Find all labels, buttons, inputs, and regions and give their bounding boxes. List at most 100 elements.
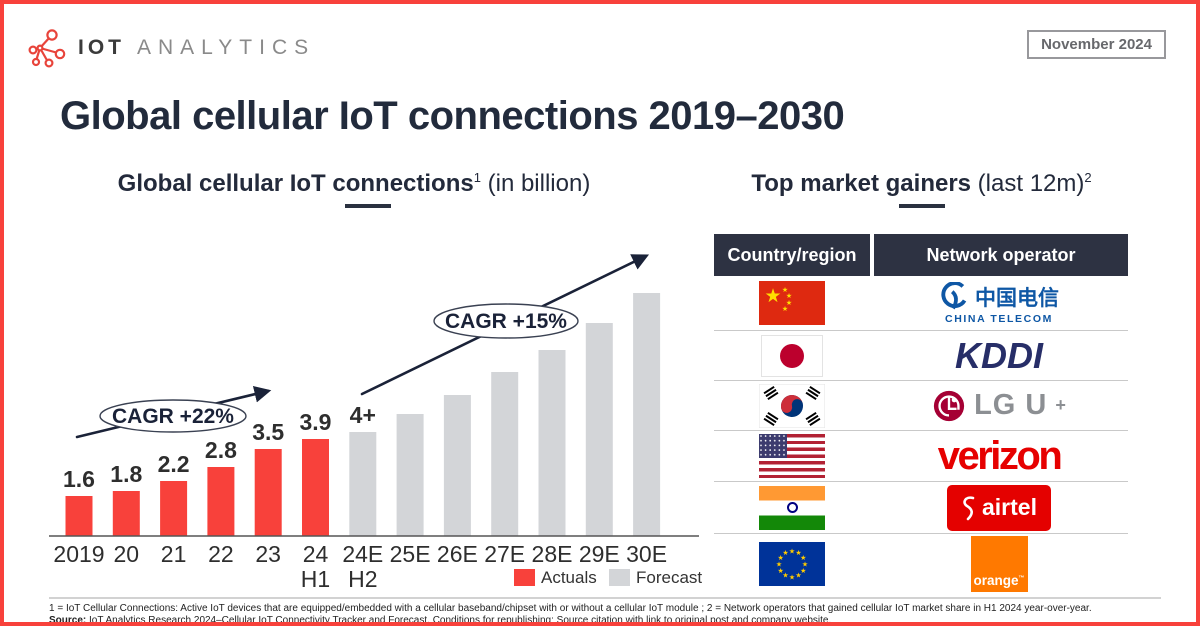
svg-text:★: ★	[786, 299, 792, 307]
table-row: ★ ★ ★ ★ ★ ★ ★ ★ ★ ★ ★ ★ orange™	[714, 534, 1128, 594]
table-subtitle-bold: Top market gainers	[751, 170, 972, 197]
svg-text:★: ★	[789, 547, 795, 555]
date-badge: November 2024	[1027, 30, 1166, 59]
flag-china-icon: ★ ★ ★ ★ ★	[759, 281, 825, 325]
iot-analytics-logo: IOT ANALYTICS	[26, 28, 315, 68]
bar-value-label: 4+	[350, 402, 376, 428]
svg-text:★: ★	[786, 292, 792, 300]
flag-japan-icon	[761, 334, 823, 377]
legend-label-actuals: Actuals	[541, 568, 597, 587]
flag-south-korea-icon	[759, 383, 825, 428]
table-row: LG U +	[714, 381, 1128, 431]
verizon-logo: verizon	[937, 433, 1063, 478]
footnote-source: Source: IoT Analytics Research 2024–Cell…	[49, 615, 1159, 626]
bar-28e	[538, 350, 566, 536]
bar-21	[160, 481, 188, 536]
svg-text:★: ★	[778, 554, 784, 562]
svg-text:★: ★	[795, 549, 801, 557]
chart-legend: Actuals Forecast	[514, 568, 702, 587]
x-axis-label: 28E	[532, 541, 573, 567]
x-axis-label: 24	[303, 541, 329, 567]
table-row: ★ ★ ★ ★ ★ 中国电信 CHINA TELECOM	[714, 276, 1128, 331]
table-subtitle-footref: 2	[1084, 170, 1092, 185]
x-axis-label: 24E	[342, 541, 383, 567]
bar-2019	[65, 496, 93, 536]
x-axis-label: 25E	[390, 541, 431, 567]
bar-24e	[349, 432, 377, 536]
legend-label-forecast: Forecast	[636, 568, 702, 587]
footnote-definitions: 1 = IoT Cellular Connections: Active IoT…	[49, 603, 1092, 614]
bar-25e	[396, 414, 424, 536]
x-axis-label: 2019	[53, 541, 104, 567]
legend-swatch-forecast	[609, 569, 630, 586]
bar-20	[112, 491, 140, 536]
brand-name-bold: IOT	[78, 36, 125, 59]
bar-30e	[633, 293, 661, 536]
iot-analytics-logo-icon	[28, 29, 66, 68]
subtitle-accent-underline	[898, 204, 945, 208]
x-axis-label: 29E	[579, 541, 620, 567]
brand-name-light: ANALYTICS	[137, 36, 316, 59]
table-subtitle-period: (last 12m)	[971, 170, 1085, 197]
page-title: Global cellular IoT connections 2019–203…	[60, 94, 845, 138]
x-axis-sublabel: H2	[348, 566, 377, 592]
cagr-ellipse-forecast	[433, 303, 579, 339]
x-axis-label: 30E	[626, 541, 667, 567]
flag-india-icon	[759, 485, 825, 530]
chart-subtitle-footref: 1	[473, 170, 481, 185]
x-axis-label: 22	[208, 541, 234, 567]
chart-subtitle-unit: (in billion)	[480, 170, 591, 197]
table-header-operator: Network operator	[874, 234, 1128, 276]
x-axis-label: 20	[114, 541, 140, 567]
x-axis-sublabel: H1	[301, 566, 330, 592]
china-telecom-cjk-text: 中国电信	[975, 286, 1059, 310]
lg-symbol-icon	[933, 390, 965, 421]
table-row: verizon	[714, 431, 1128, 482]
china-telecom-logo: 中国电信 CHINA TELECOM	[939, 281, 1059, 325]
cagr-label-actuals: CAGR +22%	[112, 405, 234, 428]
orange-logo: orange™	[970, 536, 1028, 592]
x-axis-label: 26E	[437, 541, 478, 567]
table-header-country: Country/region	[714, 234, 870, 276]
bar-23	[254, 449, 282, 536]
lg-uplus-plus: +	[1055, 395, 1066, 415]
orange-text: orange	[973, 573, 1019, 588]
kddi-logo: KDDI	[955, 334, 1043, 376]
svg-text:★: ★	[800, 567, 806, 575]
lg-uplus-text: LG U	[974, 389, 1048, 421]
airtel-swoosh-icon	[963, 495, 975, 520]
flag-european-union-icon: ★ ★★ ★★★ ★★★ ★★★	[759, 542, 825, 586]
x-axis-label: 21	[161, 541, 187, 567]
airtel-text: airtel	[982, 494, 1037, 520]
bar-value-label: 1.6	[63, 466, 95, 492]
bar-27e	[491, 372, 519, 536]
svg-text:★: ★	[789, 573, 795, 581]
bar-22	[207, 467, 235, 536]
bar-value-label: 2.8	[205, 437, 237, 463]
airtel-logo: airtel	[947, 484, 1051, 531]
chart-subtitle: Global cellular IoT connections1 (in bil…	[54, 170, 654, 208]
table-row: KDDI	[714, 331, 1128, 381]
china-telecom-latin-text: CHINA TELECOM	[945, 312, 1053, 325]
svg-text:★: ★	[778, 567, 784, 575]
bar-value-label: 2.2	[158, 451, 190, 477]
source-label: Source:	[49, 615, 87, 626]
svg-text:★: ★	[776, 560, 782, 568]
svg-text:★: ★	[782, 549, 788, 557]
svg-text:★: ★	[782, 572, 788, 580]
svg-text:★: ★	[795, 572, 801, 580]
table-header-row: Country/region Network operator	[714, 234, 1128, 276]
bar-value-label: 3.5	[252, 419, 284, 445]
chart-subtitle-bold: Global cellular IoT connections	[117, 170, 474, 197]
bar-29e	[585, 323, 613, 536]
subtitle-accent-underline	[345, 204, 391, 208]
table-row: airtel	[714, 482, 1128, 534]
svg-text:★: ★	[782, 305, 788, 313]
svg-text:★: ★	[800, 554, 806, 562]
svg-text:★: ★	[782, 286, 788, 294]
svg-text:★: ★	[802, 560, 808, 568]
svg-text:★: ★	[764, 286, 781, 307]
bar-value-label: 3.9	[300, 409, 332, 435]
lg-uplus-logo: LG U +	[932, 389, 1066, 423]
